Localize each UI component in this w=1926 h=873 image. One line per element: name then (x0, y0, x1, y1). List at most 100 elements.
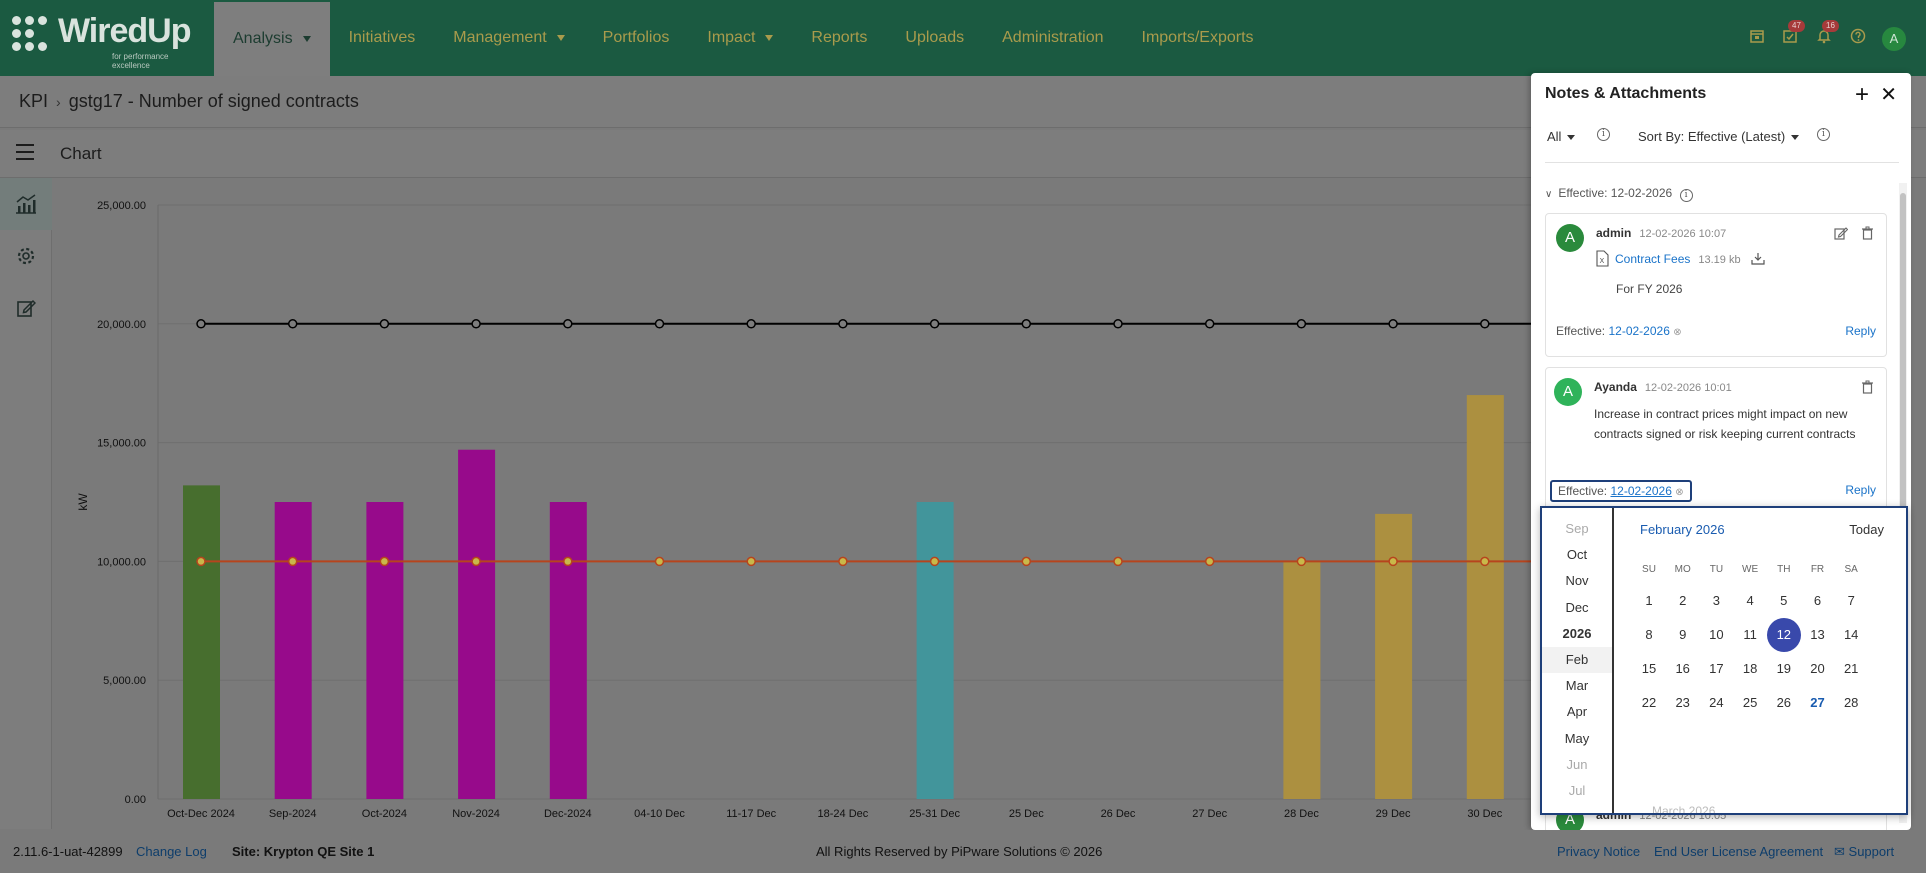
calendar-day[interactable]: 18 (1742, 661, 1758, 676)
today-button[interactable]: Today (1849, 522, 1884, 537)
calendar-day[interactable]: 12 (1766, 618, 1801, 652)
calendar-month-title[interactable]: February 2026 (1640, 522, 1725, 537)
attachment-size: 13.19 kb (1698, 254, 1741, 267)
scrollbar-thumb[interactable] (1900, 193, 1906, 573)
rail-chart-button[interactable] (0, 178, 52, 230)
calendar-day[interactable]: 25 (1742, 695, 1758, 710)
rail-settings-button[interactable] (0, 230, 52, 282)
effective-date[interactable]: 12-02-2026 (1608, 324, 1670, 338)
avatar: A (1554, 378, 1582, 406)
add-note-icon[interactable]: + (1854, 81, 1869, 108)
x-tick-label: 29 Dec (1376, 808, 1411, 820)
note-text: For FY 2026 (1616, 282, 1683, 296)
nav-item-label: Management (453, 29, 547, 46)
calendar-day[interactable]: 2 (1679, 593, 1687, 608)
month-list-item[interactable]: Nov (1565, 573, 1589, 589)
month-list-item[interactable]: Sep (1565, 521, 1589, 536)
calendar-day[interactable]: 5 (1780, 593, 1788, 608)
nav-item-reports[interactable]: Reports (792, 0, 886, 76)
help-icon[interactable] (1848, 28, 1868, 48)
reply-link[interactable]: Reply (1845, 324, 1876, 338)
attachment-link[interactable]: Contract Fees (1615, 252, 1691, 267)
calendar-day[interactable]: 26 (1776, 695, 1792, 710)
series-point (563, 556, 573, 567)
calendar-day[interactable]: 15 (1641, 661, 1657, 676)
logo[interactable]: WiredUp for performance excellence (12, 12, 207, 70)
edit-icon[interactable] (1834, 226, 1849, 243)
calendar-day[interactable]: 4 (1746, 593, 1754, 608)
month-list-item[interactable]: Mar (1565, 678, 1589, 694)
calendar-day[interactable]: 16 (1675, 661, 1690, 676)
info-icon[interactable]: i (1597, 128, 1610, 141)
month-list-item[interactable]: Jun (1566, 756, 1588, 772)
close-icon[interactable]: ✕ (1880, 84, 1897, 106)
month-list-item[interactable]: Oct (1566, 547, 1588, 563)
nav-item-administration[interactable]: Administration (983, 0, 1122, 76)
calendar-day[interactable]: 17 (1709, 661, 1724, 676)
calendar-day[interactable]: 9 (1679, 627, 1687, 642)
calendar-day[interactable]: 13 (1810, 627, 1825, 642)
calendar-day[interactable]: 21 (1843, 661, 1859, 676)
nav-item-initiatives[interactable]: Initiatives (330, 0, 435, 76)
bell-icon[interactable]: 16 (1814, 20, 1839, 48)
attachment-row: X Contract Fees 13.19 kb (1596, 250, 1765, 270)
logo-text: WiredUp (58, 12, 191, 50)
privacy-link[interactable]: Privacy Notice (1557, 844, 1641, 859)
info-icon[interactable]: i (1679, 189, 1693, 202)
eula-link[interactable]: End User License Agreement (1654, 844, 1824, 859)
info-icon[interactable]: i (1817, 128, 1830, 141)
y-tick-label: 25,000.00 (97, 200, 146, 212)
reply-link[interactable]: Reply (1845, 483, 1876, 497)
calendar-day[interactable]: 6 (1813, 593, 1822, 608)
calendar-day[interactable]: 24 (1709, 695, 1724, 710)
calendar-day[interactable]: 7 (1847, 593, 1855, 608)
month-list-item[interactable]: Feb (1542, 647, 1612, 673)
clear-date-icon[interactable]: ⊗ (1675, 487, 1684, 498)
series-point (563, 319, 573, 329)
nav-item-uploads[interactable]: Uploads (886, 0, 983, 76)
calendar-day[interactable]: 1 (1645, 593, 1653, 608)
calendar-day[interactable]: 27 (1810, 695, 1825, 710)
user-avatar[interactable]: A (1882, 27, 1906, 51)
delete-icon[interactable] (1861, 380, 1874, 397)
note-effective[interactable]: Effective: 12-02-2026 ⊗ (1550, 480, 1692, 502)
calendar-icon[interactable] (1747, 28, 1767, 48)
effective-group-header[interactable]: ∨ Effective: 12-02-2026 i (1545, 186, 1693, 202)
calendar-day[interactable]: 19 (1776, 661, 1792, 676)
clear-date-icon[interactable]: ⊗ (1673, 327, 1682, 338)
download-icon[interactable] (1750, 252, 1765, 268)
tasks-icon[interactable]: 47 (1780, 20, 1805, 48)
month-list-item[interactable]: 2026 (1562, 625, 1592, 641)
support-link[interactable]: ✉ Support (1834, 844, 1894, 860)
nav-item-portfolios[interactable]: Portfolios (584, 0, 689, 76)
month-list-item[interactable]: Jul (1568, 783, 1586, 798)
nav-item-impact[interactable]: Impact (688, 0, 792, 76)
caret-down-icon (1791, 135, 1800, 141)
calendar-day[interactable]: 14 (1843, 627, 1859, 642)
sort-dropdown[interactable]: Sort By: Effective (Latest) (1638, 129, 1800, 144)
calendar-day[interactable]: 28 (1843, 695, 1859, 710)
calendar-day[interactable]: 22 (1641, 695, 1657, 710)
chart-bar (458, 449, 496, 799)
calendar-day[interactable]: 20 (1810, 661, 1825, 676)
calendar-day[interactable]: 8 (1645, 627, 1653, 642)
nav-item-management[interactable]: Management (434, 0, 583, 76)
month-list-item[interactable]: Dec (1565, 599, 1589, 615)
changelog-link[interactable]: Change Log (136, 844, 207, 859)
nav-item-analysis[interactable]: Analysis (214, 0, 330, 76)
calendar-day[interactable]: 10 (1709, 627, 1724, 642)
calendar-day[interactable]: 3 (1712, 593, 1720, 608)
main-menu: Analysis Initiatives Management Portfolios I… (214, 0, 1273, 76)
nav-icon-group: 47 16 A (1746, 0, 1926, 76)
nav-item-imports-exports[interactable]: Imports/Exports (1123, 0, 1273, 76)
rail-notes-button[interactable] (0, 282, 52, 334)
effective-date[interactable]: 12-02-2026 (1610, 484, 1672, 498)
calendar-day[interactable]: 11 (1743, 627, 1757, 642)
breadcrumb-root[interactable]: KPI (19, 91, 49, 111)
delete-icon[interactable] (1861, 226, 1874, 243)
month-list-item[interactable]: May (1564, 730, 1590, 746)
calendar-day[interactable]: 23 (1675, 695, 1690, 710)
hamburger-menu-icon[interactable] (16, 144, 34, 160)
month-list-item[interactable]: Apr (1566, 704, 1588, 720)
filter-dropdown[interactable]: All (1547, 129, 1576, 144)
